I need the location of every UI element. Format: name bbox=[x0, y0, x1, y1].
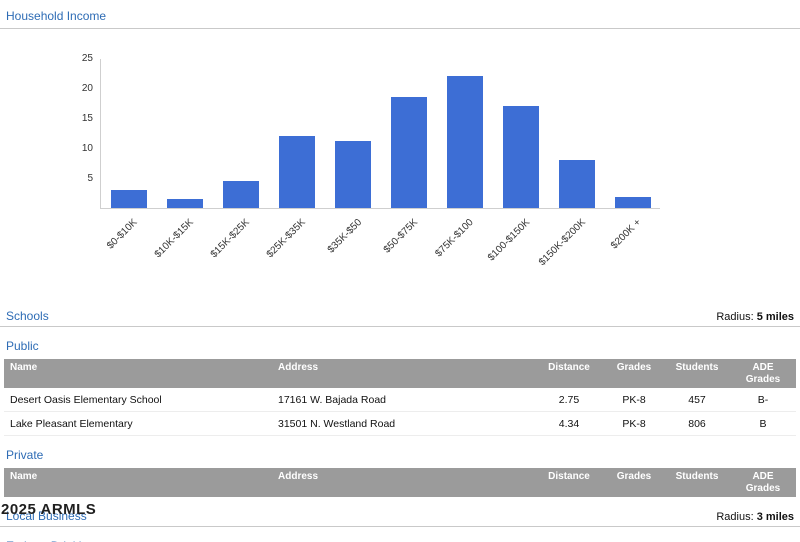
x-axis-tick-label: $0-$10K bbox=[105, 217, 140, 252]
school-students: 806 bbox=[664, 411, 730, 436]
school-ade-grade: B- bbox=[730, 388, 796, 412]
school-address: 17161 W. Bajada Road bbox=[272, 388, 534, 412]
schools-section-title: Schools bbox=[6, 309, 49, 323]
household-income-chart: 5 10 15 20 25 $0-$10K $10K-$15K $15K-$25K $25K-$… bbox=[0, 53, 800, 297]
x-axis-tick-label: $150K-$200K bbox=[536, 217, 588, 269]
eating-drinking-title: Eating - Drinking bbox=[6, 539, 95, 542]
x-axis-tick-label: $200K + bbox=[609, 217, 644, 252]
y-axis-tick-label: 10 bbox=[81, 143, 93, 154]
school-address: 31501 N. Westland Road bbox=[272, 411, 534, 436]
household-income-title: Household Income bbox=[6, 9, 107, 23]
local-business-section-title: Local Business bbox=[6, 509, 87, 523]
col-students: Students bbox=[664, 359, 730, 388]
bar-$25K-$35K bbox=[279, 136, 315, 208]
x-axis-tick-label: $75K-$100 bbox=[433, 217, 476, 260]
divider bbox=[0, 526, 800, 527]
x-axis-tick-label: $25K-$35K bbox=[264, 217, 308, 261]
local-business-radius: Radius: 3 miles bbox=[716, 511, 794, 523]
bar-$150K-$200K bbox=[559, 160, 595, 208]
y-axis-tick-label: 15 bbox=[81, 113, 93, 124]
col-address: Address bbox=[272, 359, 534, 388]
x-axis-tick-label: $35K-$50 bbox=[325, 217, 364, 256]
schools-radius: Radius: 5 miles bbox=[716, 311, 794, 323]
col-name: Name bbox=[4, 359, 272, 388]
bar-$75K-$100 bbox=[447, 76, 483, 208]
col-ade-grades: ADE Grades bbox=[730, 359, 796, 388]
col-distance: Distance bbox=[534, 468, 604, 497]
armls-watermark: 2025 ARMLS bbox=[1, 501, 97, 518]
y-axis-tick-label: 25 bbox=[81, 53, 93, 64]
bar-$10K-$15K bbox=[167, 199, 203, 208]
x-axis-tick-label: $15K-$25K bbox=[208, 217, 252, 261]
school-name: Lake Pleasant Elementary bbox=[4, 411, 272, 436]
table-header-row: Name Address Distance Grades Students AD… bbox=[4, 359, 796, 388]
divider bbox=[0, 28, 800, 29]
divider bbox=[0, 326, 800, 327]
table-row: Lake Pleasant Elementary 31501 N. Westla… bbox=[4, 411, 796, 436]
school-students: 457 bbox=[664, 388, 730, 412]
local-business-radius-value: 3 miles bbox=[756, 511, 794, 523]
public-schools-title: Public bbox=[6, 339, 39, 353]
x-axis-tick-label: $10K-$15K bbox=[152, 217, 196, 261]
local-business-radius-label: Radius: bbox=[716, 511, 754, 523]
x-axis-tick-label: $100-$150K bbox=[485, 217, 532, 264]
bar-$50-$75K bbox=[391, 97, 427, 208]
col-students: Students bbox=[664, 468, 730, 497]
school-distance: 4.34 bbox=[534, 411, 604, 436]
chart-plot: 5 10 15 20 25 $0-$10K $10K-$15K $15K-$25K $25K-$… bbox=[82, 53, 660, 268]
schools-radius-label: Radius: bbox=[716, 311, 754, 323]
col-address: Address bbox=[272, 468, 534, 497]
school-ade-grade: B bbox=[730, 411, 796, 436]
bar-$35K-$50 bbox=[335, 141, 371, 208]
col-distance: Distance bbox=[534, 359, 604, 388]
bar-$200K + bbox=[615, 197, 651, 208]
bar-$15K-$25K bbox=[223, 181, 259, 208]
x-axis-tick-label: $50-$75K bbox=[381, 217, 420, 256]
school-grades: PK-8 bbox=[604, 388, 664, 412]
bar-$100-$150K bbox=[503, 106, 539, 208]
col-grades: Grades bbox=[604, 359, 664, 388]
school-grades: PK-8 bbox=[604, 411, 664, 436]
col-grades: Grades bbox=[604, 468, 664, 497]
schools-radius-value: 5 miles bbox=[756, 311, 794, 323]
bar-$0-$10K bbox=[111, 190, 147, 208]
y-axis-tick-label: 20 bbox=[81, 83, 93, 94]
y-axis-tick-label: 5 bbox=[87, 173, 93, 184]
school-name: Desert Oasis Elementary School bbox=[4, 388, 272, 412]
table-row: Desert Oasis Elementary School 17161 W. … bbox=[4, 388, 796, 412]
col-name: Name bbox=[4, 468, 272, 497]
public-schools-table: Name Address Distance Grades Students AD… bbox=[4, 359, 796, 436]
col-ade-grades: ADE Grades bbox=[730, 468, 796, 497]
private-schools-title: Private bbox=[6, 448, 44, 462]
school-distance: 2.75 bbox=[534, 388, 604, 412]
table-header-row: Name Address Distance Grades Students AD… bbox=[4, 468, 796, 497]
private-schools-table: Name Address Distance Grades Students AD… bbox=[4, 468, 796, 497]
